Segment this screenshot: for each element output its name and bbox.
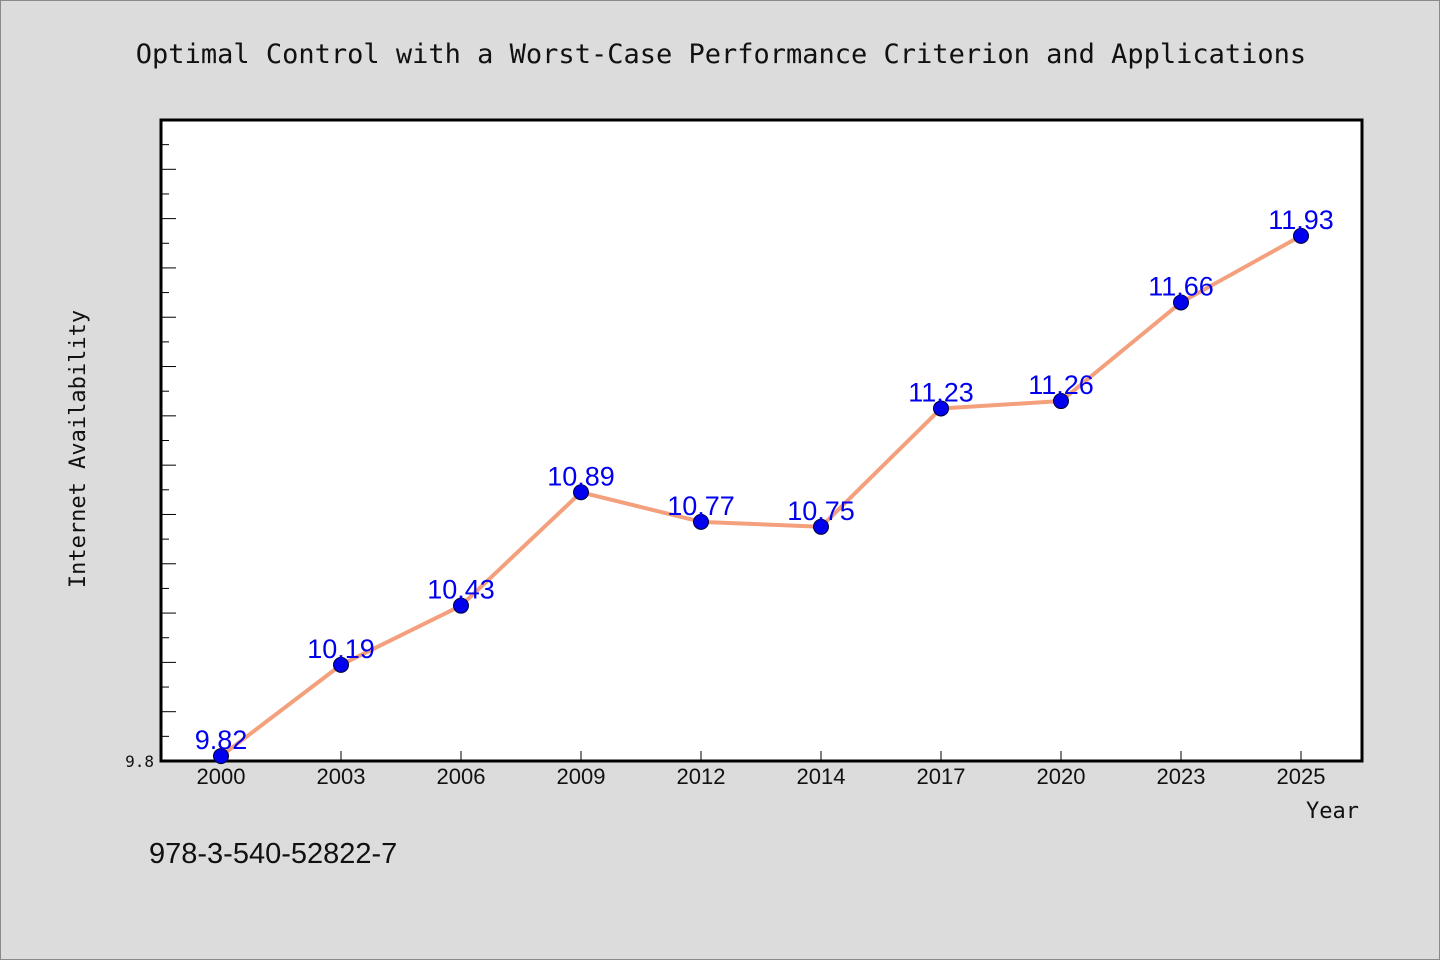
data-point-marker bbox=[693, 513, 709, 530]
x-tick-label: 2006 bbox=[437, 764, 486, 789]
x-tick-label: 2025 bbox=[1277, 764, 1326, 789]
chart-title: Optimal Control with a Worst-Case Perfor… bbox=[136, 39, 1306, 70]
y-axis-label: Internet Availability bbox=[66, 310, 91, 588]
data-point-marker bbox=[453, 597, 469, 614]
x-tick-label: 2003 bbox=[317, 764, 366, 789]
x-tick-label: 2009 bbox=[557, 764, 606, 789]
data-point-marker bbox=[813, 518, 829, 535]
data-label: 9.82 bbox=[195, 725, 248, 755]
data-point-marker bbox=[333, 656, 349, 673]
data-label: 11.23 bbox=[908, 377, 974, 407]
x-tick-label: 2012 bbox=[677, 764, 726, 789]
series-line bbox=[219, 233, 1303, 759]
data-point-marker bbox=[573, 484, 589, 501]
data-label: 11.26 bbox=[1028, 370, 1094, 400]
data-point-marker bbox=[933, 400, 949, 417]
y-axis-ticks bbox=[161, 144, 176, 762]
y-tick-label: 9.8 bbox=[125, 752, 154, 771]
x-tick-label: 2017 bbox=[917, 764, 966, 789]
data-point-marker bbox=[1173, 294, 1189, 311]
data-label: 10.77 bbox=[667, 491, 735, 521]
data-label: 11.66 bbox=[1148, 271, 1214, 301]
x-tick-label: 2020 bbox=[1037, 764, 1086, 789]
data-label: 11.93 bbox=[1268, 205, 1334, 235]
data-label: 10.43 bbox=[427, 575, 495, 605]
series-data-labels: 9.82 10.19 10.43 10.89 10.77 10.75 11.23 11.26 1… bbox=[195, 205, 1334, 755]
x-tick-label: 2000 bbox=[197, 764, 246, 789]
data-point-marker bbox=[1293, 227, 1309, 244]
data-point-marker bbox=[1053, 393, 1069, 410]
data-point-marker bbox=[213, 748, 229, 765]
isbn-footer: 978-3-540-52822-7 bbox=[149, 838, 397, 870]
x-tick-label: 2023 bbox=[1157, 764, 1206, 789]
data-label: 10.89 bbox=[547, 461, 615, 491]
series-markers bbox=[213, 227, 1309, 765]
x-tick-label: 2014 bbox=[797, 764, 846, 789]
data-label: 10.19 bbox=[307, 634, 375, 664]
data-label: 10.75 bbox=[787, 496, 855, 526]
x-axis-tick-labels: 2000 2003 2006 2009 2012 2014 2017 2020 2023 2025 bbox=[197, 764, 1326, 789]
x-axis-label: Year bbox=[1306, 799, 1359, 824]
